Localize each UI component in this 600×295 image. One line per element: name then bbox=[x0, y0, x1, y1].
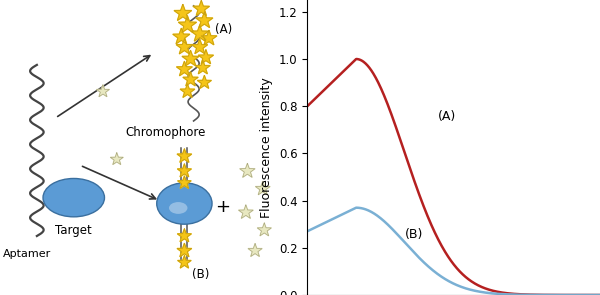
Polygon shape bbox=[178, 164, 191, 177]
Polygon shape bbox=[97, 85, 109, 97]
Polygon shape bbox=[110, 153, 123, 165]
Polygon shape bbox=[176, 61, 192, 76]
Text: +: + bbox=[215, 197, 230, 216]
Polygon shape bbox=[240, 163, 255, 177]
Ellipse shape bbox=[157, 183, 212, 224]
Polygon shape bbox=[173, 28, 190, 44]
Polygon shape bbox=[201, 30, 217, 45]
Polygon shape bbox=[180, 84, 195, 97]
Polygon shape bbox=[199, 50, 214, 64]
Polygon shape bbox=[176, 39, 193, 54]
Polygon shape bbox=[178, 16, 197, 32]
Polygon shape bbox=[239, 205, 253, 218]
Text: Chromophore: Chromophore bbox=[126, 126, 206, 139]
Text: (A): (A) bbox=[215, 23, 232, 36]
Polygon shape bbox=[177, 243, 191, 257]
Polygon shape bbox=[178, 176, 191, 189]
Polygon shape bbox=[256, 181, 270, 195]
Polygon shape bbox=[178, 229, 191, 242]
Text: Target: Target bbox=[55, 224, 92, 237]
Polygon shape bbox=[174, 4, 191, 20]
Polygon shape bbox=[178, 256, 191, 268]
Polygon shape bbox=[192, 39, 208, 54]
Y-axis label: Fluorescence intensity: Fluorescence intensity bbox=[260, 77, 273, 218]
Ellipse shape bbox=[43, 178, 104, 217]
Polygon shape bbox=[196, 60, 210, 74]
Text: (B): (B) bbox=[192, 268, 209, 281]
Ellipse shape bbox=[169, 202, 187, 214]
Text: (A): (A) bbox=[437, 110, 455, 123]
Text: (B): (B) bbox=[405, 228, 423, 241]
Polygon shape bbox=[182, 50, 199, 66]
Polygon shape bbox=[191, 25, 209, 41]
Polygon shape bbox=[197, 76, 211, 88]
Polygon shape bbox=[248, 244, 262, 256]
Polygon shape bbox=[177, 149, 191, 162]
Polygon shape bbox=[196, 12, 213, 27]
Polygon shape bbox=[193, 1, 209, 16]
Polygon shape bbox=[257, 223, 271, 236]
Text: Aptamer: Aptamer bbox=[3, 249, 52, 259]
Polygon shape bbox=[183, 72, 198, 86]
